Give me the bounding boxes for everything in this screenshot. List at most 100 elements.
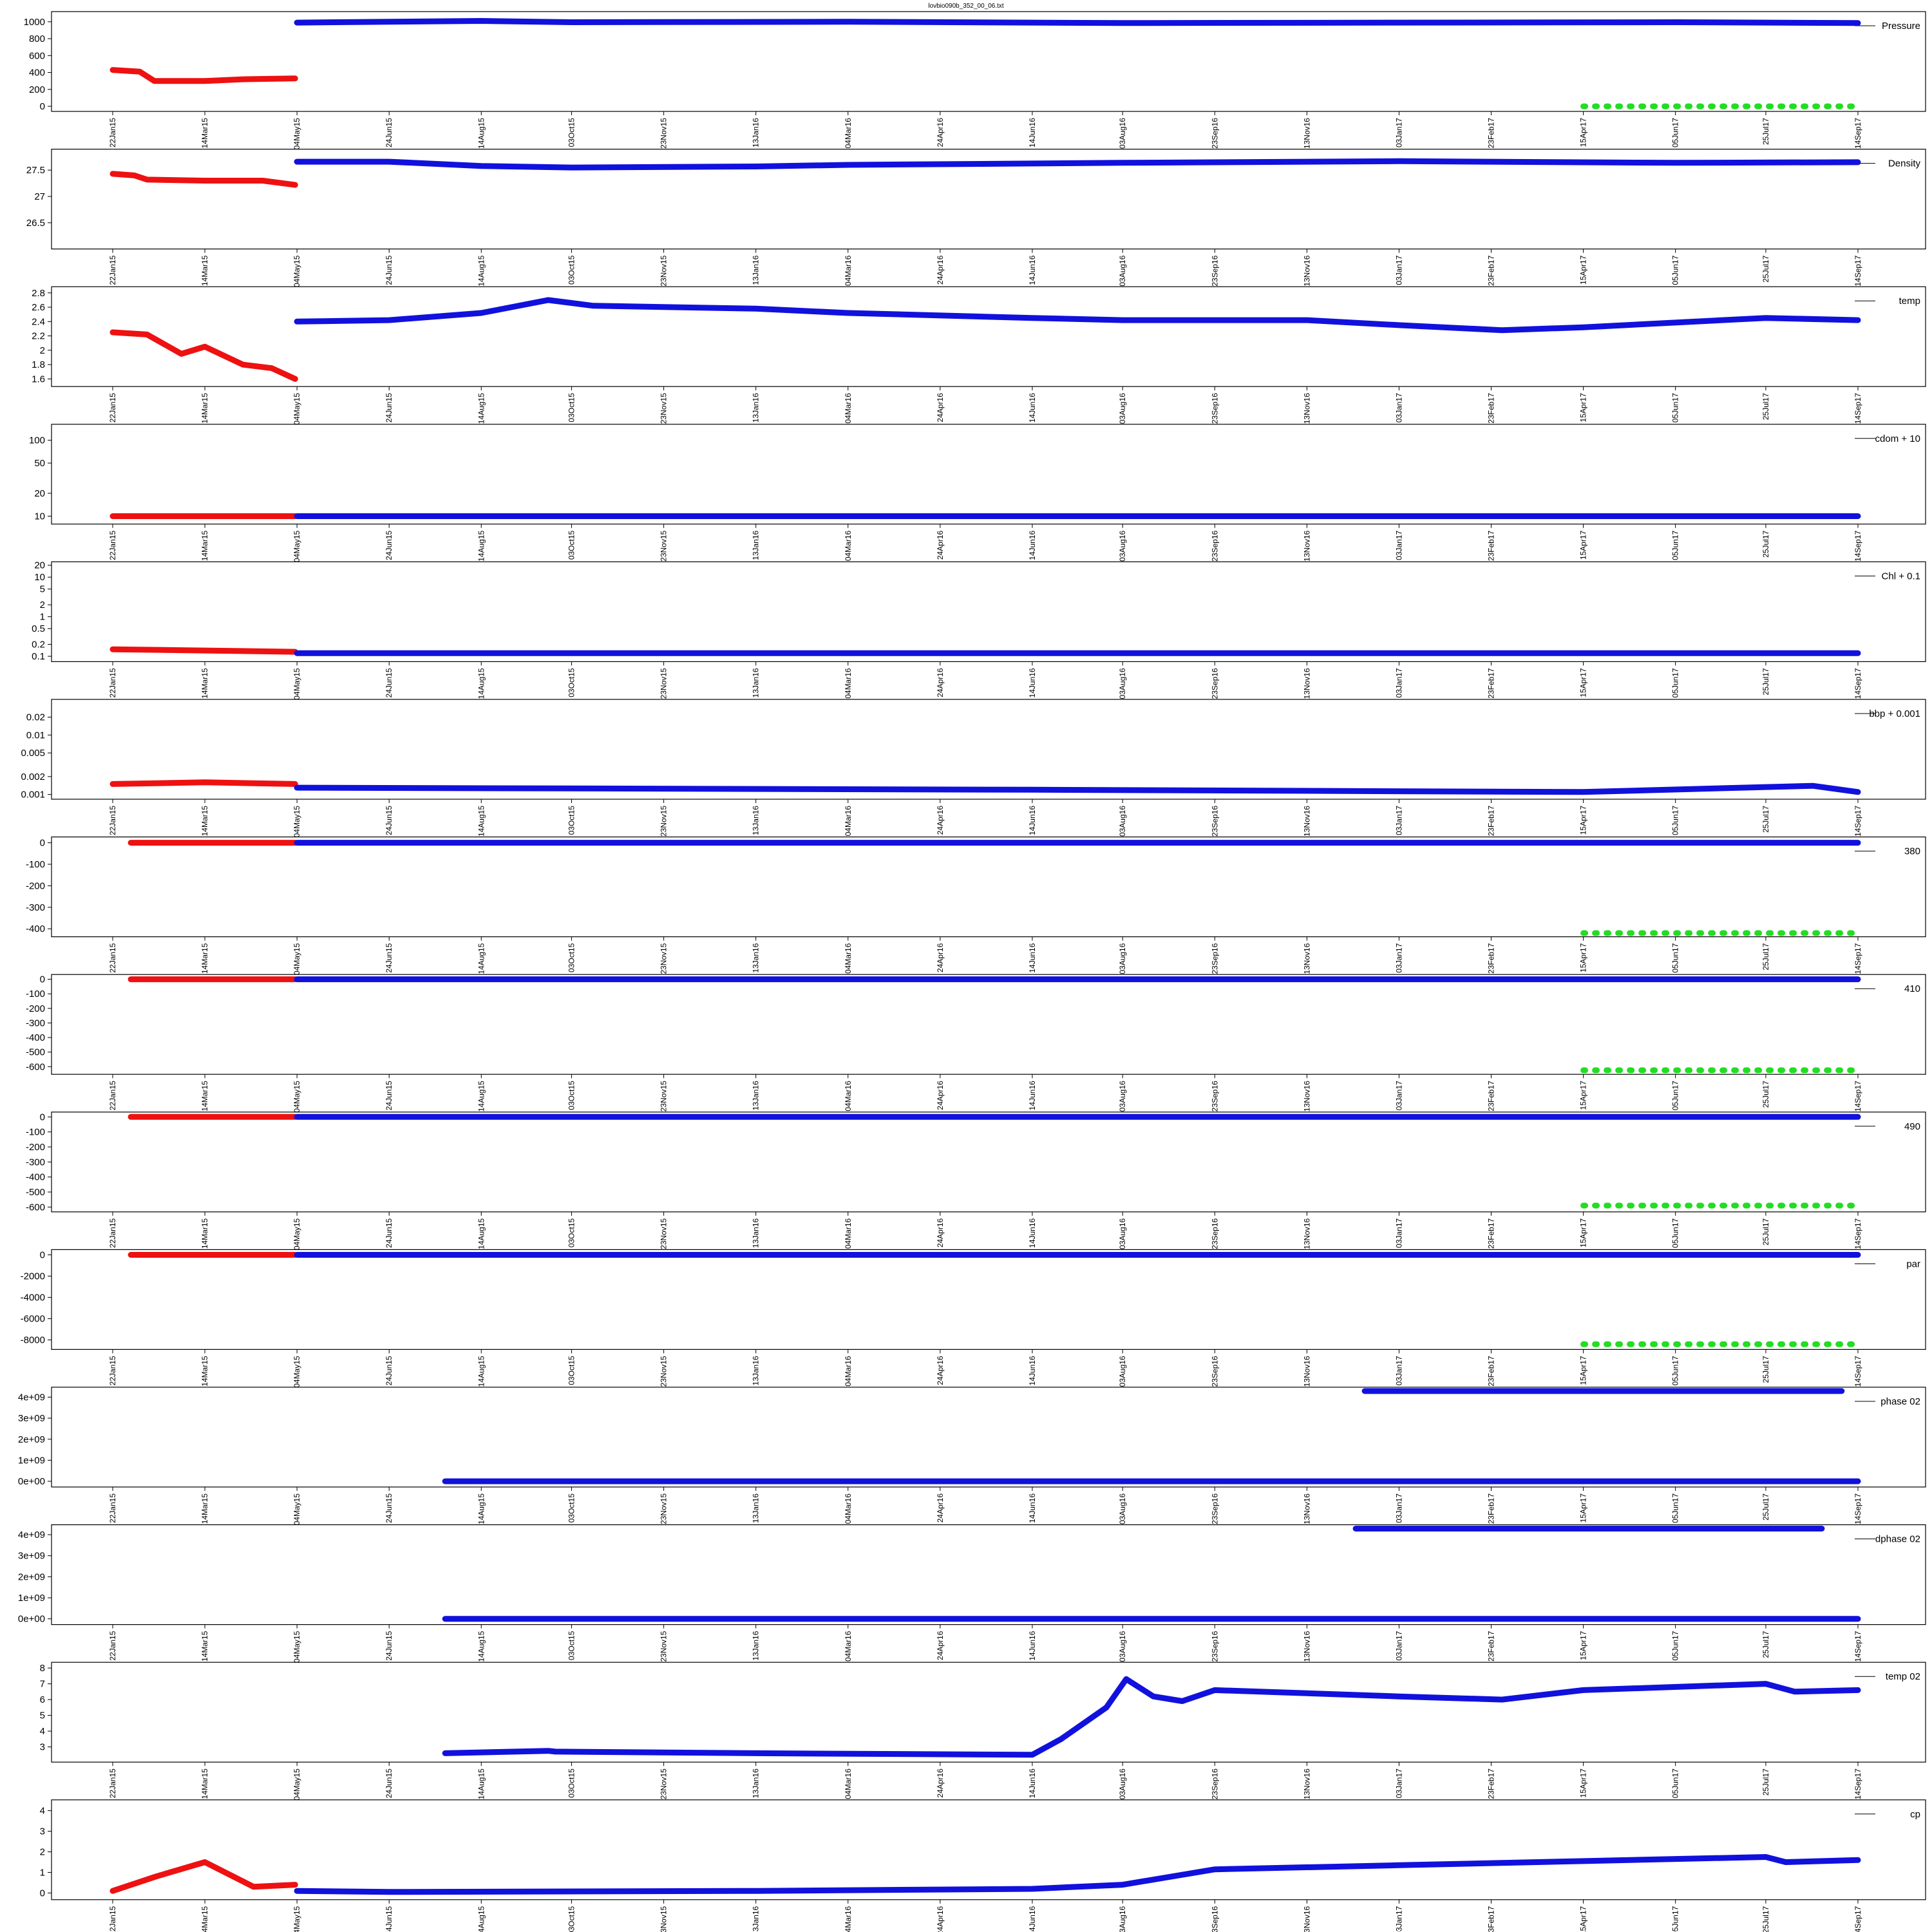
x-tick-label: 03Jan17 bbox=[1394, 255, 1403, 285]
x-tick-label: 05Jun17 bbox=[1671, 1631, 1680, 1660]
series-red bbox=[109, 646, 298, 655]
x-tick-label: 25Jul17 bbox=[1761, 530, 1770, 557]
y-tick-label: 0e+00 bbox=[18, 1614, 45, 1625]
y-tick-label: 0 bbox=[40, 101, 45, 112]
x-tick-label: 24Jun15 bbox=[384, 1356, 393, 1385]
x-tick-label: 04May15 bbox=[292, 806, 301, 838]
x-tick-label: 23Nov15 bbox=[659, 118, 668, 149]
x-tick-label: 23Sep16 bbox=[1210, 1356, 1219, 1387]
x-tick-label: 14Mar15 bbox=[200, 1906, 209, 1932]
plot-frame bbox=[51, 1799, 1926, 1900]
x-tick-label: 13Jan16 bbox=[752, 1081, 761, 1110]
x-tick-label: 03Oct15 bbox=[567, 393, 576, 422]
y-tick-label: 0 bbox=[40, 1250, 45, 1261]
x-tick-label: 03Jan17 bbox=[1394, 1081, 1403, 1110]
x-tick-label: 13Nov16 bbox=[1302, 530, 1311, 561]
x-tick-label: 25Jul17 bbox=[1761, 1356, 1770, 1383]
x-tick-label: 05Jun17 bbox=[1671, 255, 1680, 285]
x-tick-label: 04May15 bbox=[292, 1906, 301, 1932]
x-tick-label: 14Aug15 bbox=[477, 1631, 486, 1662]
plot-frame bbox=[51, 149, 1926, 250]
legend-label: dphase 02 bbox=[1875, 1534, 1920, 1545]
x-tick-label: 25Jul17 bbox=[1761, 1081, 1770, 1108]
y-tick-label: 0.005 bbox=[21, 748, 45, 759]
y-tick-label: 5 bbox=[40, 584, 45, 595]
x-tick-label: 04May15 bbox=[292, 255, 301, 287]
y-tick-label: -200 bbox=[26, 880, 45, 891]
x-tick-label: 13Jan16 bbox=[752, 1906, 761, 1932]
x-tick-label: 23Feb17 bbox=[1487, 1356, 1496, 1387]
x-tick-label: 14Aug15 bbox=[477, 1906, 486, 1932]
x-tick-label: 23Feb17 bbox=[1487, 1768, 1496, 1799]
legend-label: par bbox=[1906, 1258, 1920, 1269]
y-tick-label: -300 bbox=[26, 1018, 45, 1028]
x-tick-label: 03Aug16 bbox=[1118, 1906, 1127, 1932]
x-tick-label: 03Jan17 bbox=[1394, 1493, 1403, 1523]
panel-11: 0e+00 1e+09 2e+09 3e+09 4e+09 22Jan15 14Mar15 0… bbox=[18, 1387, 1926, 1525]
x-tick-label: 24Apr16 bbox=[936, 1081, 945, 1110]
series-blue bbox=[294, 782, 1861, 795]
x-tick-label: 03Oct15 bbox=[567, 943, 576, 972]
x-tick-label: 23Feb17 bbox=[1487, 1493, 1496, 1524]
x-tick-label: 14Mar15 bbox=[200, 255, 209, 286]
plot-frame bbox=[51, 1662, 1926, 1763]
y-tick-label: -400 bbox=[26, 923, 45, 934]
x-tick-label: 14Mar15 bbox=[200, 668, 209, 699]
x-tick-label: 05Jun17 bbox=[1671, 1356, 1680, 1385]
x-tick-label: 13Nov16 bbox=[1302, 943, 1311, 974]
x-tick-label: 24Apr16 bbox=[936, 806, 945, 835]
plot-frame bbox=[51, 836, 1926, 938]
y-tick-label: 1.8 bbox=[32, 359, 45, 370]
legend-label: Pressure bbox=[1882, 21, 1920, 32]
y-tick-label: 20 bbox=[34, 560, 45, 571]
x-tick-label: 04Mar16 bbox=[844, 1081, 853, 1112]
x-tick-label: 14Aug15 bbox=[477, 530, 486, 561]
x-tick-label: 03Jan17 bbox=[1394, 393, 1403, 422]
x-tick-label: 04May15 bbox=[292, 943, 301, 975]
y-tick-label: 800 bbox=[29, 33, 45, 44]
y-tick-label: 1e+09 bbox=[18, 1593, 45, 1604]
x-tick-label: 04May15 bbox=[292, 1356, 301, 1388]
legend-label: 410 bbox=[1904, 983, 1920, 994]
x-tick-label: 04May15 bbox=[292, 1493, 301, 1526]
series-blue bbox=[294, 297, 1861, 334]
x-tick-label: 24Apr16 bbox=[936, 1906, 945, 1932]
x-tick-label: 23Feb17 bbox=[1487, 255, 1496, 286]
x-tick-label: 03Aug16 bbox=[1118, 1631, 1127, 1662]
x-tick-label: 14Jun16 bbox=[1028, 1631, 1037, 1660]
x-tick-label: 14Jun16 bbox=[1028, 255, 1037, 285]
panel-3: 1.6 1.8 2 2.2 2.4 2.6 2.8 22Jan15 14Mar15 04May15… bbox=[32, 286, 1926, 425]
x-tick-label: 22Jan15 bbox=[108, 530, 117, 560]
y-tick-label: 1e+09 bbox=[18, 1455, 45, 1466]
x-tick-label: 05Jun17 bbox=[1671, 118, 1680, 147]
y-tick-label: 0.001 bbox=[21, 790, 45, 800]
x-tick-label: 14Sep17 bbox=[1853, 530, 1862, 561]
y-tick-label: 2 bbox=[40, 1846, 45, 1857]
series-red bbox=[109, 67, 298, 84]
panel-14: 0 1 2 3 4 22Jan15 14Mar15 04May15 24Jun15 14Aug15… bbox=[40, 1799, 1926, 1932]
x-tick-label: 14Jun16 bbox=[1028, 1218, 1037, 1247]
y-tick-label: 2e+09 bbox=[18, 1434, 45, 1445]
x-tick-label: 24Apr16 bbox=[936, 1768, 945, 1798]
x-tick-label: 24Apr16 bbox=[936, 1218, 945, 1247]
legend-label: Density bbox=[1888, 158, 1921, 169]
plot-frame bbox=[51, 1112, 1926, 1213]
x-tick-label: 25Jul17 bbox=[1761, 1218, 1770, 1245]
panel-4: 10 20 50 100 22Jan15 14Mar15 04May15 24Jun15 14A… bbox=[29, 424, 1926, 562]
y-tick-label: 0.5 bbox=[32, 623, 45, 634]
x-tick-label: 15Apr17 bbox=[1579, 1218, 1588, 1247]
y-tick-label: 0.02 bbox=[26, 712, 45, 723]
x-tick-label: 22Jan15 bbox=[108, 1631, 117, 1660]
x-tick-label: 13Jan16 bbox=[752, 530, 761, 560]
panel-6: 0.001 0.002 0.005 0.01 0.02 22Jan15 14Mar15 04M… bbox=[21, 699, 1926, 837]
x-tick-label: 04Mar16 bbox=[844, 118, 853, 149]
panel-9: -600 -500 -400 -300 -200 -100 0 22Jan15 14Mar15 0… bbox=[26, 1112, 1926, 1250]
x-tick-label: 03Aug16 bbox=[1118, 255, 1127, 286]
series-red bbox=[109, 779, 298, 787]
x-tick-label: 14Aug15 bbox=[477, 943, 486, 974]
x-tick-label: 22Jan15 bbox=[108, 1493, 117, 1523]
x-tick-label: 03Aug16 bbox=[1118, 1218, 1127, 1249]
x-tick-label: 15Apr17 bbox=[1579, 393, 1588, 422]
y-tick-label: 26.5 bbox=[26, 218, 45, 229]
legend-label: temp bbox=[1899, 296, 1920, 307]
